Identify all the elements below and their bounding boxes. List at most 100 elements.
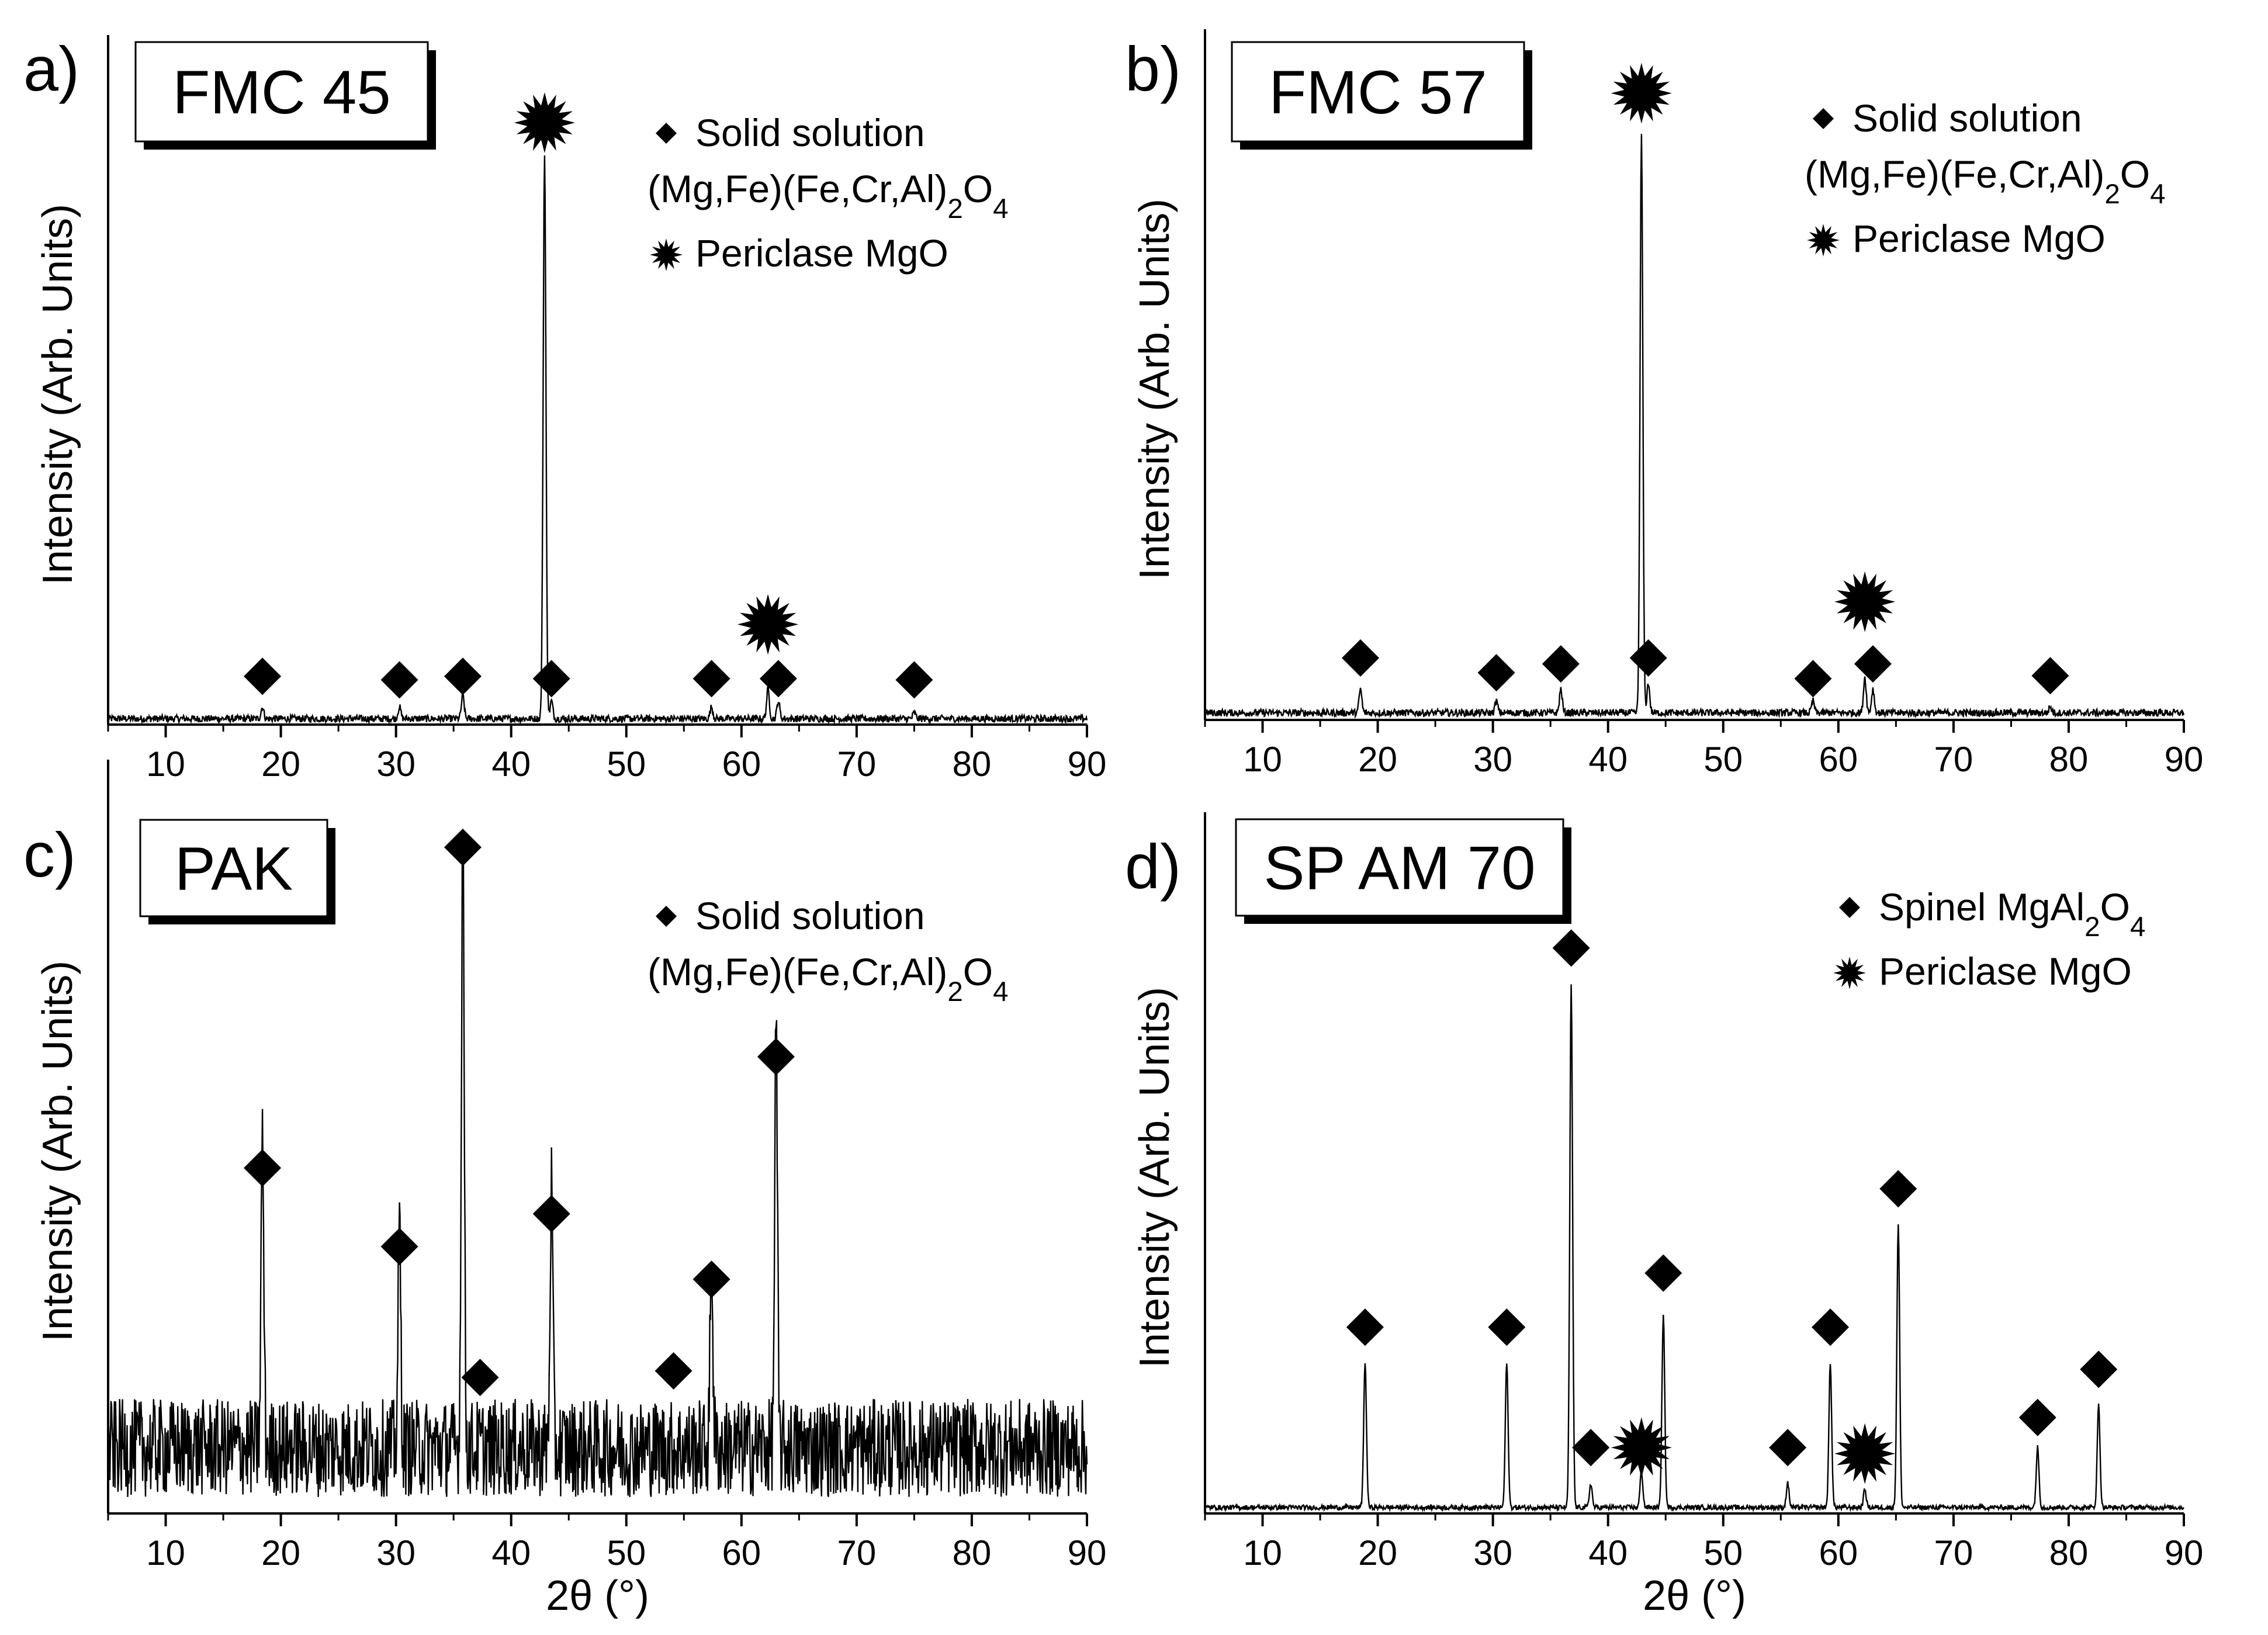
x-tick-label: 90 bbox=[2165, 740, 2204, 779]
solid-solution-marker bbox=[444, 657, 482, 695]
x-tick-label: 50 bbox=[1703, 740, 1743, 779]
x-tick-label: 30 bbox=[1473, 1533, 1512, 1572]
panel-b: b) FMC 57 10 20 30 40 50 60 70 80 90 Intensity (Arb… bbox=[1125, 29, 2203, 779]
x-tick-label: 70 bbox=[837, 744, 877, 784]
periclase-marker bbox=[514, 92, 575, 153]
x-tick-label: 60 bbox=[722, 744, 761, 784]
legend-text: Periclase MgO bbox=[1853, 217, 2106, 260]
title-box bbox=[139, 819, 328, 917]
solid-solution-marker bbox=[244, 657, 282, 695]
solid-solution-marker bbox=[1794, 660, 1832, 698]
solid-solution-marker bbox=[1477, 654, 1515, 692]
legend-text: Periclase MgO bbox=[695, 231, 948, 275]
legend-diamond-icon bbox=[656, 123, 677, 144]
solid-solution-marker bbox=[1644, 1254, 1682, 1292]
panel-title: FMC 45 bbox=[172, 58, 390, 127]
legend-text: (Mg,Fe)(Fe,Cr,Al)2O4 bbox=[647, 950, 1009, 1007]
solid-solution-marker bbox=[1629, 639, 1667, 677]
solid-solution-marker bbox=[759, 660, 797, 698]
solid-solution-marker bbox=[444, 829, 482, 866]
panel-a: a) FMC 45 10 20 30 40 50 60 70 80 90 Intensity (Arb… bbox=[23, 33, 1106, 784]
solid-solution-marker bbox=[1552, 929, 1590, 967]
x-tick-label: 90 bbox=[2165, 1533, 2204, 1572]
x-tick-label: 20 bbox=[1358, 740, 1397, 779]
panel-title: FMC 57 bbox=[1269, 58, 1487, 127]
solid-solution-marker bbox=[244, 1149, 282, 1187]
solid-solution-marker bbox=[380, 661, 418, 699]
periclase-marker bbox=[1611, 63, 1672, 124]
x-tick-label: 20 bbox=[1358, 1533, 1397, 1572]
x-tick-label: 60 bbox=[1819, 740, 1858, 779]
x-tick-label: 50 bbox=[607, 744, 646, 784]
x-tick-label: 60 bbox=[1819, 1533, 1858, 1572]
periclase-marker bbox=[1834, 1423, 1896, 1484]
solid-solution-marker bbox=[692, 1260, 730, 1298]
xrd-trace bbox=[1204, 984, 2184, 1513]
panel-title: SP AM 70 bbox=[1263, 834, 1535, 903]
solid-solution-marker bbox=[1879, 1170, 1917, 1208]
legend-text: Solid solution bbox=[1853, 96, 2082, 140]
panel-letter: d) bbox=[1125, 831, 1181, 902]
panel-letter: b) bbox=[1125, 33, 1181, 104]
solid-solution-marker bbox=[757, 1038, 795, 1076]
solid-solution-marker bbox=[380, 1228, 418, 1266]
legend-diamond-icon bbox=[656, 906, 677, 927]
x-tick-label: 40 bbox=[1588, 740, 1628, 779]
x-tick-label: 80 bbox=[2049, 740, 2089, 779]
solid-solution-marker bbox=[1572, 1429, 1610, 1467]
solid-solution-marker bbox=[2018, 1398, 2056, 1436]
x-tick-label: 30 bbox=[376, 744, 415, 784]
x-tick-label: 10 bbox=[1243, 740, 1282, 779]
y-axis-label: Intensity (Arb. Units) bbox=[34, 961, 81, 1342]
solid-solution-marker bbox=[2031, 657, 2069, 695]
x-tick-label: 70 bbox=[1934, 1533, 1973, 1572]
solid-solution-marker bbox=[461, 1359, 499, 1397]
x-tick-label: 60 bbox=[722, 1533, 761, 1572]
legend-diamond-icon bbox=[1813, 108, 1834, 129]
legend-star-icon bbox=[1833, 957, 1866, 989]
legend-text: Solid solution bbox=[695, 894, 925, 937]
legend-text: Periclase MgO bbox=[1879, 950, 2132, 993]
title-box bbox=[1231, 41, 1525, 143]
x-tick-label: 70 bbox=[837, 1533, 877, 1572]
solid-solution-marker bbox=[1542, 645, 1580, 683]
x-tick-label: 90 bbox=[1068, 744, 1107, 784]
x-tick-label: 40 bbox=[1588, 1533, 1628, 1572]
legend-text: (Mg,Fe)(Fe,Cr,Al)2O4 bbox=[1805, 153, 2166, 210]
legend-star-icon bbox=[1807, 224, 1840, 257]
legend-text: (Mg,Fe)(Fe,Cr,Al)2O4 bbox=[647, 167, 1009, 224]
title-box bbox=[1235, 818, 1564, 917]
x-tick-label: 30 bbox=[376, 1533, 415, 1572]
x-tick-label: 10 bbox=[146, 1533, 185, 1572]
solid-solution-marker bbox=[692, 660, 730, 698]
x-tick-label: 50 bbox=[1703, 1533, 1743, 1572]
panel-letter: c) bbox=[23, 819, 76, 890]
solid-solution-marker bbox=[1342, 639, 1380, 677]
legend-text: Solid solution bbox=[695, 111, 925, 154]
title-box bbox=[134, 41, 429, 143]
x-tick-label: 70 bbox=[1934, 740, 1973, 779]
x-tick-label: 80 bbox=[2049, 1533, 2089, 1572]
y-axis-label: Intensity (Arb. Units) bbox=[1131, 987, 1178, 1368]
x-tick-label: 80 bbox=[953, 744, 992, 784]
x-tick-label: 30 bbox=[1473, 740, 1512, 779]
solid-solution-marker bbox=[532, 660, 570, 698]
y-axis-label: Intensity (Arb. Units) bbox=[34, 204, 81, 585]
solid-solution-marker bbox=[1769, 1429, 1807, 1467]
panel-d: d) SP AM 70 10 20 30 40 50 60 70 80 90 Intensity (A… bbox=[1125, 812, 2203, 1619]
y-axis-label: Intensity (Arb. Units) bbox=[1131, 199, 1178, 580]
periclase-marker bbox=[1834, 571, 1896, 632]
x-tick-label: 40 bbox=[491, 744, 531, 784]
x-tick-label: 10 bbox=[1243, 1533, 1282, 1572]
solid-solution-marker bbox=[895, 661, 933, 699]
solid-solution-marker bbox=[1346, 1308, 1384, 1346]
panel-title: PAK bbox=[175, 835, 293, 903]
x-tick-label: 10 bbox=[146, 744, 185, 784]
xrd-trace bbox=[108, 841, 1088, 1497]
panel-letter: a) bbox=[23, 33, 79, 104]
x-axis-label: 2θ (°) bbox=[546, 1572, 649, 1619]
solid-solution-marker bbox=[532, 1195, 570, 1233]
x-tick-label: 90 bbox=[1068, 1533, 1107, 1572]
xrd-trace bbox=[107, 155, 1088, 725]
